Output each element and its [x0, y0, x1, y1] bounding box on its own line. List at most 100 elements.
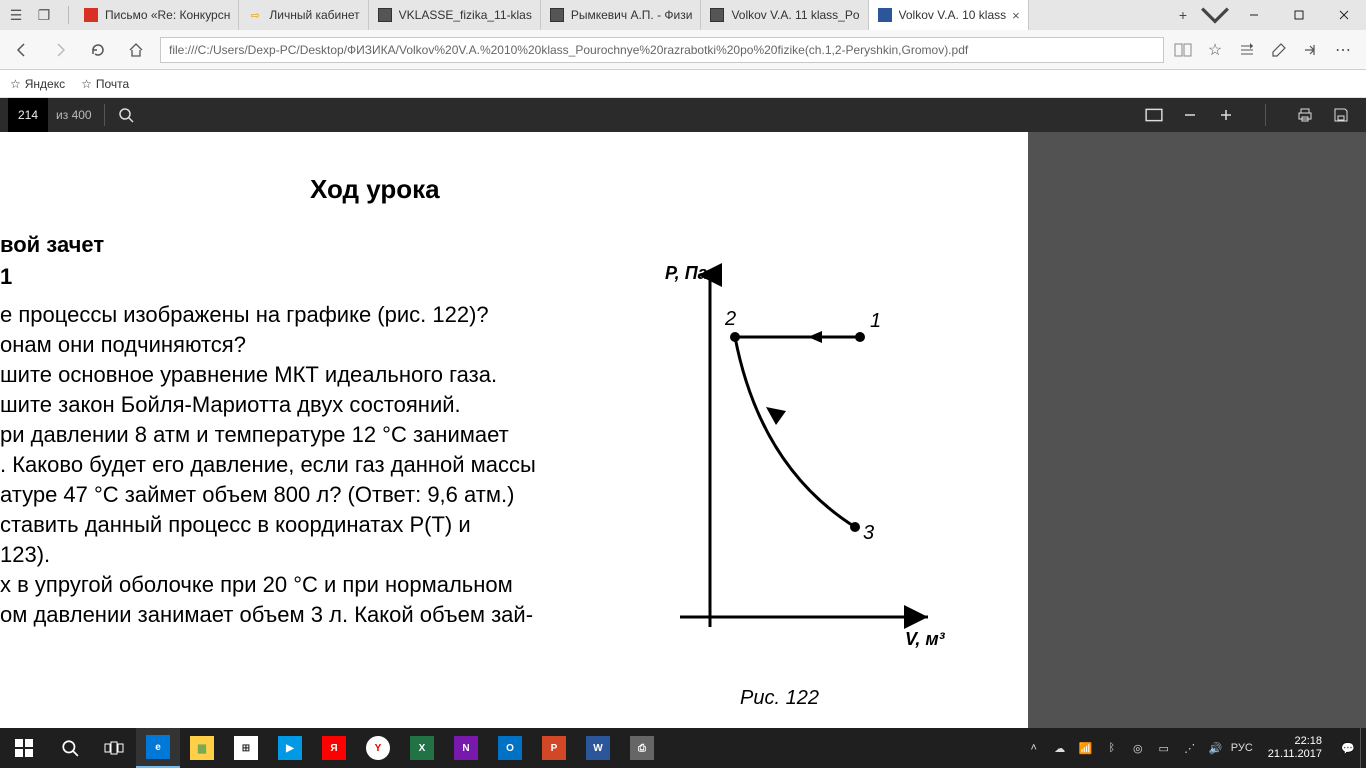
taskbar-app-word[interactable]: W — [576, 728, 620, 768]
taskbar-app-yandex-browser[interactable]: Y — [356, 728, 400, 768]
star-icon: ☆ — [81, 77, 92, 91]
taskbar-app-powerpoint[interactable]: P — [532, 728, 576, 768]
taskbar-app-yandex-red[interactable]: Я — [312, 728, 356, 768]
chart-label-1: 1 — [870, 310, 881, 332]
pdf-page-total: из 400 — [56, 108, 92, 122]
pdf-search-icon[interactable] — [117, 106, 135, 124]
titlebar-separator — [68, 6, 69, 24]
doc-line: шите основное уравнение МКТ идеального г… — [0, 360, 497, 390]
tab-volkov11[interactable]: Volkov V.A. 11 klass_Po — [701, 0, 868, 30]
pdf-toolbar: 214 из 400 — [0, 98, 1366, 132]
close-window-button[interactable] — [1321, 0, 1366, 30]
share-icon[interactable] — [1302, 41, 1320, 59]
chart-x-label: V, м³ — [905, 629, 946, 649]
tray-onedrive-icon[interactable]: ☁ — [1052, 740, 1068, 756]
taskbar-search-icon[interactable] — [48, 728, 92, 768]
pdf-print-icon[interactable] — [1296, 106, 1314, 124]
notes-icon[interactable] — [1270, 41, 1288, 59]
tray-notifications-icon[interactable]: 💬 — [1340, 740, 1356, 756]
tab-volkov10-active[interactable]: Volkov V.A. 10 klass × — [869, 0, 1029, 30]
url-input[interactable]: file:///C:/Users/Dexp-PC/Desktop/ФИЗИКА/… — [160, 37, 1164, 63]
pdf-favicon — [377, 7, 393, 23]
reading-list-icon[interactable] — [1238, 41, 1256, 59]
tray-battery-icon[interactable]: ▭ — [1156, 740, 1172, 756]
pdf-zoom-in-icon[interactable] — [1217, 106, 1235, 124]
address-bar-right: ☆ ⋯ — [1174, 41, 1358, 59]
pdf-favicon — [549, 7, 565, 23]
titlebar: ☰ ❐ Письмо «Re: Конкурсн ⇨ Личный кабине… — [0, 0, 1366, 30]
maximize-button[interactable] — [1276, 0, 1321, 30]
taskbar-app-edge[interactable]: e — [136, 728, 180, 768]
chart-point-3 — [850, 522, 860, 532]
address-bar: file:///C:/Users/Dexp-PC/Desktop/ФИЗИКА/… — [0, 30, 1366, 70]
pdf-page-input[interactable]: 214 — [8, 98, 48, 132]
doc-line: онам они подчиняются? — [0, 330, 246, 360]
taskbar-app-misc[interactable]: ⎙ — [620, 728, 664, 768]
tray-up-icon[interactable]: ˄ — [1026, 740, 1042, 756]
doc-line: ри давлении 8 атм и температуре 12 °С за… — [0, 420, 509, 450]
tab-rymkevich[interactable]: Рымкевич А.П. - Физи — [541, 0, 702, 30]
chart-y-label: P, Па — [665, 263, 708, 283]
taskbar-app-onenote[interactable]: N — [444, 728, 488, 768]
new-tab-button[interactable]: + — [1167, 0, 1199, 30]
minimize-button[interactable] — [1231, 0, 1276, 30]
pdf-viewport[interactable]: Ход урока вой зачет 1 е процессы изображ… — [0, 132, 1366, 728]
taskview-icon[interactable] — [92, 728, 136, 768]
pdf-save-icon[interactable] — [1332, 106, 1350, 124]
chart-curve-2-3 — [735, 337, 855, 527]
favorite-yandex[interactable]: ☆Яндекс — [10, 77, 65, 91]
tray-volume-icon[interactable]: 🔊 — [1208, 740, 1224, 756]
tab-close-icon[interactable]: × — [1012, 8, 1020, 23]
mail-favicon — [83, 7, 99, 23]
favorite-mail[interactable]: ☆ Почта — [81, 77, 129, 91]
tray-bluetooth-icon[interactable]: ᛒ — [1104, 740, 1120, 756]
tray-wifi-icon[interactable]: ⋰ — [1182, 740, 1198, 756]
tray-date: 21.11.2017 — [1268, 748, 1322, 761]
doc-line: атуре 47 °С займет объем 800 л? (Ответ: … — [0, 480, 514, 510]
favorites-icon[interactable]: ☆ — [1206, 41, 1224, 59]
pdf-gray-margin — [1028, 132, 1366, 728]
titlebar-left-icons: ☰ ❐ — [0, 5, 75, 25]
tray-lang[interactable]: РУС — [1234, 740, 1250, 756]
favorite-label: Почта — [96, 77, 129, 91]
taskbar-app-explorer[interactable]: ▆ — [180, 728, 224, 768]
chart-point-1 — [855, 332, 865, 342]
home-button[interactable] — [122, 36, 150, 64]
pv-chart: 1 2 3 P, Па V, м³ — [630, 252, 950, 682]
pdf-zoom-out-icon[interactable] — [1181, 106, 1199, 124]
forward-button[interactable] — [46, 36, 74, 64]
doc-line: ставить данный процесс в координатах P(T… — [0, 510, 471, 540]
back-button[interactable] — [8, 36, 36, 64]
show-desktop-button[interactable] — [1360, 728, 1366, 768]
doc-heading: Ход урока — [310, 174, 440, 205]
taskbar-app-outlook[interactable]: O — [488, 728, 532, 768]
start-button[interactable] — [0, 728, 48, 768]
tab-label: Рымкевич А.П. - Физи — [571, 8, 693, 22]
window-controls — [1231, 0, 1366, 30]
refresh-button[interactable] — [84, 36, 112, 64]
pdf-toolbar-separator — [104, 104, 105, 126]
cabinet-favicon: ⇨ — [247, 7, 263, 23]
reading-view-icon[interactable] — [1174, 41, 1192, 59]
taskbar-app-media[interactable]: ▶ — [268, 728, 312, 768]
tab-preview-button[interactable] — [1199, 0, 1231, 30]
tab-label: VKLASSE_fizika_11-klas — [399, 8, 532, 22]
tray-clock[interactable]: 22:18 21.11.2017 — [1260, 735, 1330, 761]
new-window-icon[interactable]: ❐ — [34, 5, 54, 25]
pdf-fit-icon[interactable] — [1145, 106, 1163, 124]
tab-mail[interactable]: Письмо «Re: Конкурсн — [75, 0, 239, 30]
tray-location-icon[interactable]: ◎ — [1130, 740, 1146, 756]
tab-label: Письмо «Re: Конкурсн — [105, 8, 230, 22]
tab-cabinet[interactable]: ⇨ Личный кабинет — [239, 0, 368, 30]
hub-icon[interactable]: ☰ — [6, 5, 26, 25]
taskbar: e ▆ ⊞ ▶ Я Y X N O P W ⎙ ˄ ☁ 📶 ᛒ ◎ ▭ ⋰ 🔊 … — [0, 728, 1366, 768]
taskbar-app-excel[interactable]: X — [400, 728, 444, 768]
favorite-label: Яндекс — [25, 77, 65, 91]
pdf-page: Ход урока вой зачет 1 е процессы изображ… — [0, 132, 1028, 728]
chart-caption: Рис. 122 — [740, 687, 819, 710]
more-icon[interactable]: ⋯ — [1334, 41, 1352, 59]
taskbar-app-store[interactable]: ⊞ — [224, 728, 268, 768]
tray-network-icon[interactable]: 📶 — [1078, 740, 1094, 756]
tab-vklasse[interactable]: VKLASSE_fizika_11-klas — [369, 0, 541, 30]
doc-line: х в упругой оболочке при 20 °С и при нор… — [0, 570, 513, 600]
